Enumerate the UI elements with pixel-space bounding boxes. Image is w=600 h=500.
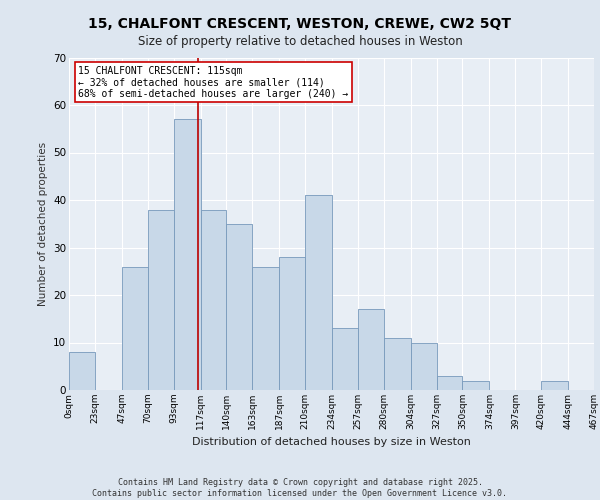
Bar bbox=[122, 266, 148, 390]
Text: 15, CHALFONT CRESCENT, WESTON, CREWE, CW2 5QT: 15, CHALFONT CRESCENT, WESTON, CREWE, CW… bbox=[89, 18, 511, 32]
Bar bbox=[541, 380, 568, 390]
Bar bbox=[226, 224, 252, 390]
Text: 15 CHALFONT CRESCENT: 115sqm
← 32% of detached houses are smaller (114)
68% of s: 15 CHALFONT CRESCENT: 115sqm ← 32% of de… bbox=[79, 66, 349, 99]
Bar bbox=[384, 338, 411, 390]
X-axis label: Distribution of detached houses by size in Weston: Distribution of detached houses by size … bbox=[192, 438, 471, 448]
Bar bbox=[69, 352, 95, 390]
Bar bbox=[173, 119, 200, 390]
Bar bbox=[437, 376, 463, 390]
Bar bbox=[279, 257, 305, 390]
Bar bbox=[411, 342, 437, 390]
Bar bbox=[148, 210, 173, 390]
Bar bbox=[252, 266, 279, 390]
Text: Size of property relative to detached houses in Weston: Size of property relative to detached ho… bbox=[137, 35, 463, 48]
Bar bbox=[200, 210, 226, 390]
Bar bbox=[358, 309, 384, 390]
Text: Contains HM Land Registry data © Crown copyright and database right 2025.
Contai: Contains HM Land Registry data © Crown c… bbox=[92, 478, 508, 498]
Bar bbox=[305, 195, 332, 390]
Bar bbox=[463, 380, 490, 390]
Bar bbox=[332, 328, 358, 390]
Y-axis label: Number of detached properties: Number of detached properties bbox=[38, 142, 47, 306]
